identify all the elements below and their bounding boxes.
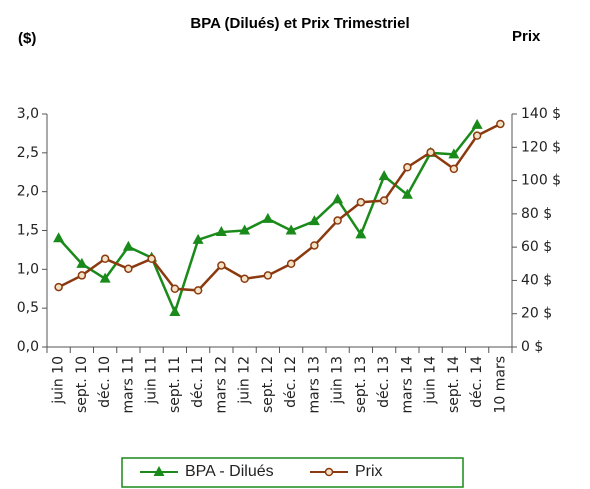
y2-tick-label: 40 $ [521,272,552,288]
marker [54,282,63,292]
x-tick-label: déc. 13 [376,356,392,408]
x-tick-label: juin 13 [330,356,346,405]
x-tick-label: sept. 12 [260,356,276,413]
y2-tick-label: 80 $ [521,206,552,222]
y2-tick-label: 60 $ [521,239,552,255]
marker [333,216,342,225]
marker [99,272,111,283]
marker [169,306,181,317]
marker [286,259,296,269]
marker [448,148,460,159]
x-tick-label: déc. 10 [97,356,113,408]
chart-title: BPA (Dilués) et Prix Trimestriel [190,15,410,32]
marker [262,212,274,223]
marker [100,254,110,264]
y-tick-label: 3,0 [17,106,39,122]
marker [263,271,273,280]
marker [285,224,297,235]
y-tick-label: 2,0 [17,184,39,200]
legend-label: BPA - Dilués [185,463,274,480]
marker [170,284,180,293]
y2-tick-label: 20 $ [521,306,552,322]
x-tick-label: juin 11 [144,356,160,405]
x-tick-label: sept. 14 [446,356,462,413]
marker [76,257,88,268]
x-tick-label: juin 14 [423,356,439,405]
marker [355,228,367,239]
marker [215,226,227,237]
marker [449,164,459,174]
x-tick-label: juin 10 [51,356,67,405]
y-tick-label: 0,5 [17,300,39,316]
legend-marker [324,467,334,477]
marker [471,118,483,129]
marker [217,261,226,270]
marker [401,188,413,199]
x-tick-label: juin 12 [237,356,253,405]
series-line [58,122,501,292]
y2-tick-label: 100 $ [521,173,561,189]
x-tick-label: mars 13 [306,356,322,414]
y2-tick-label: 140 $ [521,106,561,122]
marker [308,215,320,226]
legend-box [121,457,464,488]
marker [403,163,412,172]
marker [239,224,251,235]
x-tick-label: déc. 12 [283,356,299,408]
legend-marker [153,466,165,476]
marker [53,232,65,243]
x-tick-label: sept. 10 [74,356,90,413]
y-tick-label: 2,5 [17,145,39,161]
legend-label: Prix [355,463,383,480]
marker [310,241,319,250]
y-axis-label: ($) [18,30,37,47]
y2-axis-label: Prix [512,28,541,45]
marker [240,274,249,284]
x-tick-label: déc. 11 [190,356,206,408]
marker [378,170,390,181]
x-tick-label: déc. 14 [469,356,485,408]
x-tick-label: mars 14 [399,356,415,414]
marker [193,286,203,295]
x-tick-label: mars 11 [120,356,136,414]
x-tick-label: mars 12 [213,356,229,414]
y-tick-label: 1,0 [17,261,39,277]
y-tick-label: 1,5 [17,223,39,239]
marker [496,119,505,129]
marker [192,233,204,244]
y-tick-label: 0,0 [17,339,39,355]
marker [379,196,389,205]
marker [77,271,87,280]
marker [356,197,366,207]
x-tick-label: 10 mars [492,356,508,414]
marker [124,264,133,274]
y2-tick-label: 120 $ [521,139,561,155]
marker [472,131,482,140]
marker [147,254,156,264]
x-tick-label: sept. 11 [167,356,183,413]
marker [426,148,435,157]
x-tick-label: sept. 13 [353,356,369,413]
y2-tick-label: 0 $ [521,339,543,355]
marker [332,193,344,204]
marker [122,240,134,251]
